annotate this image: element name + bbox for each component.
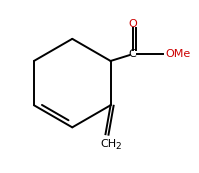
Text: CH: CH	[101, 139, 117, 149]
Text: O: O	[128, 19, 137, 29]
Text: 2: 2	[115, 142, 121, 151]
Text: C: C	[129, 49, 137, 59]
Text: OMe: OMe	[165, 49, 190, 59]
